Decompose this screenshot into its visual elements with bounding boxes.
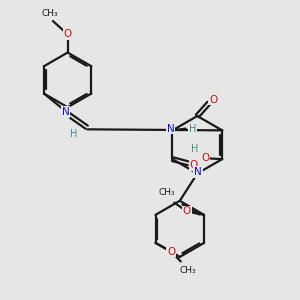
- Text: H: H: [191, 144, 199, 154]
- Text: N: N: [167, 124, 175, 134]
- Text: O: O: [64, 29, 72, 39]
- Text: CH₃: CH₃: [179, 266, 196, 275]
- Text: H: H: [70, 128, 78, 139]
- Text: O: O: [182, 206, 191, 216]
- Text: H: H: [189, 124, 196, 134]
- Text: O: O: [209, 94, 217, 104]
- Text: O: O: [167, 247, 176, 257]
- Text: N: N: [194, 167, 202, 177]
- Text: CH₃: CH₃: [159, 188, 175, 197]
- Text: N: N: [62, 107, 70, 117]
- Text: O: O: [201, 153, 209, 164]
- Text: O: O: [189, 160, 198, 170]
- Text: CH₃: CH₃: [42, 9, 58, 18]
